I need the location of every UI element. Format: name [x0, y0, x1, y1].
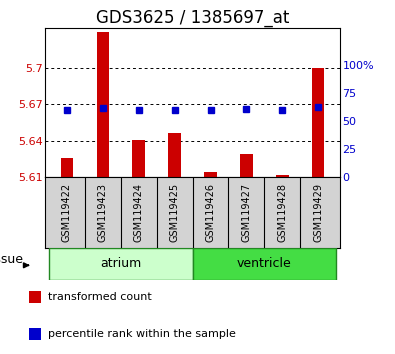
Bar [276, 175, 289, 177]
Bar [193, 248, 336, 280]
Text: atrium: atrium [100, 257, 141, 270]
Bar [240, 154, 253, 177]
Text: percentile rank within the sample: percentile rank within the sample [48, 329, 235, 339]
Text: GSM119424: GSM119424 [134, 183, 144, 242]
Bar [29, 291, 41, 303]
Title: GDS3625 / 1385697_at: GDS3625 / 1385697_at [96, 9, 289, 27]
Bar [168, 133, 181, 177]
Text: GSM119422: GSM119422 [62, 183, 72, 242]
Text: GSM119428: GSM119428 [277, 183, 287, 242]
Bar [29, 327, 41, 340]
Bar [204, 172, 217, 177]
Text: GSM119429: GSM119429 [313, 183, 323, 242]
Text: tissue: tissue [0, 253, 24, 267]
Text: GSM119426: GSM119426 [205, 183, 216, 242]
Text: ventricle: ventricle [237, 257, 292, 270]
Bar [49, 248, 193, 280]
Text: GSM119423: GSM119423 [98, 183, 108, 242]
Text: GSM119425: GSM119425 [169, 183, 180, 242]
Bar [61, 158, 73, 177]
Bar [96, 32, 109, 177]
Bar [312, 68, 324, 177]
Bar [132, 139, 145, 177]
Text: transformed count: transformed count [48, 292, 151, 302]
Text: GSM119427: GSM119427 [241, 183, 251, 242]
